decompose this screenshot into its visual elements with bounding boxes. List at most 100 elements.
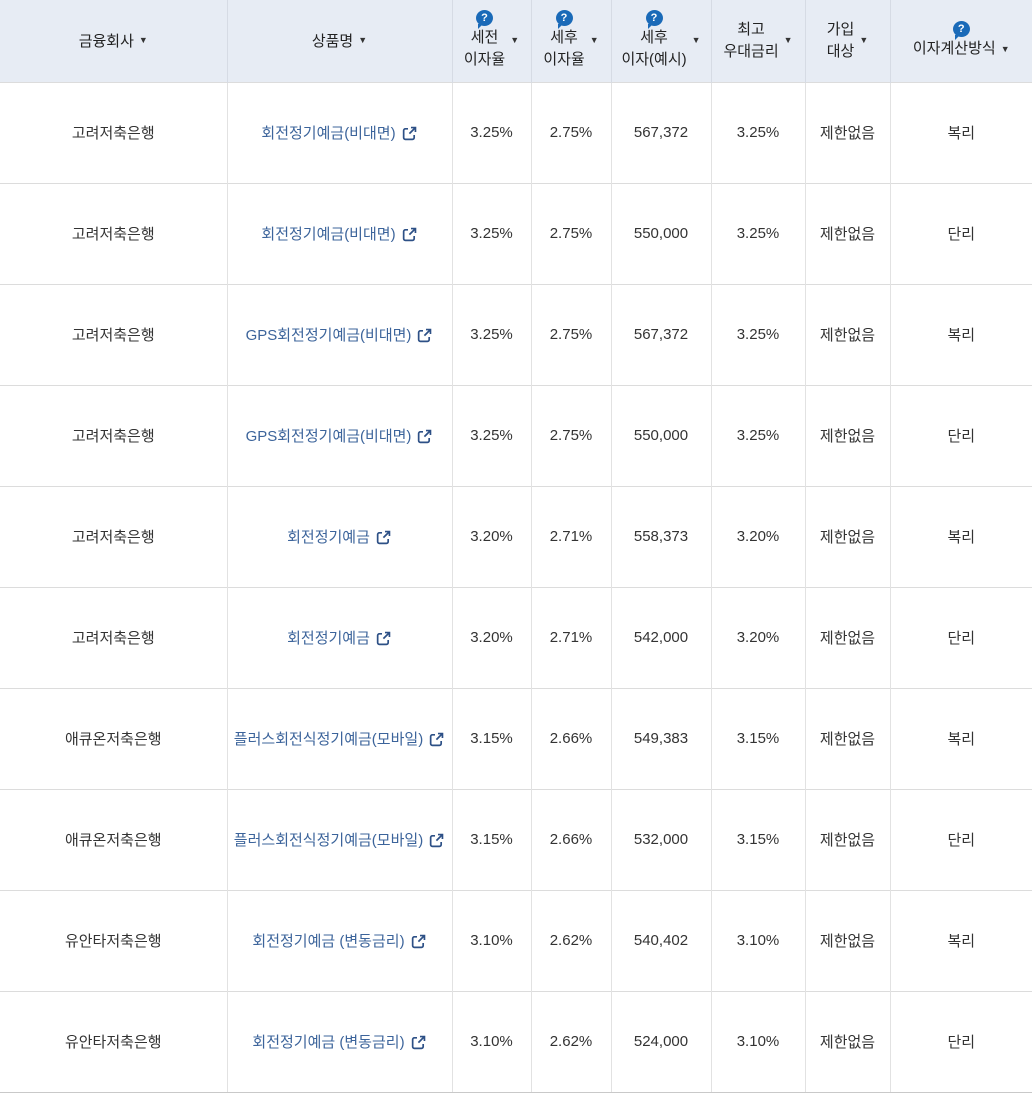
posttax-interest-cell: 550,000	[610, 384, 711, 486]
sort-down-icon[interactable]: ▼	[783, 35, 793, 46]
sort-down-icon[interactable]: ▼	[589, 35, 599, 46]
product-link-label[interactable]: 회전정기예금	[287, 529, 370, 546]
product-link-label[interactable]: 회전정기예금(비대면)	[261, 125, 396, 142]
external-link-icon[interactable]	[375, 630, 392, 647]
sort-down-icon[interactable]: ▼	[1000, 43, 1010, 54]
sort-down-icon[interactable]: ▼	[691, 35, 701, 46]
pretax-rate-cell: 3.25%	[451, 283, 531, 385]
product-link-label[interactable]: 플러스회전식정기예금(모바일)	[233, 832, 424, 849]
sort-down-icon[interactable]: ▼	[138, 35, 148, 46]
external-link-icon[interactable]	[416, 428, 433, 445]
calc-method-cell: 복리	[889, 889, 1032, 991]
col-header-max-rate[interactable]: 최고 우대금리 ▼	[710, 0, 805, 82]
posttax-rate-cell: 2.66%	[530, 788, 611, 890]
calc-method-cell: 단리	[889, 586, 1032, 688]
max-preferential-rate-cell: 3.25%	[710, 384, 805, 486]
posttax-rate-cell: 2.71%	[530, 485, 611, 587]
col-header-calc-method[interactable]: ? 이자계산방식 ▼	[889, 0, 1032, 82]
help-icon[interactable]: ?	[555, 10, 573, 30]
product-link-label[interactable]: GPS회전정기예금(비대면)	[245, 327, 412, 344]
table-row: 유안타저축은행 회전정기예금 (변동금리) 3.10% 2.62% 540,40…	[0, 889, 1032, 991]
product-link[interactable]: 회전정기예금 (변동금리)	[252, 930, 426, 951]
company-cell: 고려저축은행	[0, 182, 227, 284]
posttax-rate-cell: 2.75%	[530, 81, 611, 183]
posttax-interest-cell: 558,373	[610, 485, 711, 587]
max-preferential-rate-cell: 3.25%	[710, 283, 805, 385]
product-link[interactable]: 플러스회전식정기예금(모바일)	[234, 728, 445, 749]
table-row: 유안타저축은행 회전정기예금 (변동금리) 3.10% 2.62% 524,00…	[0, 990, 1032, 1093]
calc-method-cell: 단리	[889, 990, 1032, 1093]
calc-method-cell: 복리	[889, 485, 1032, 587]
product-link-label[interactable]: 플러스회전식정기예금(모바일)	[233, 731, 424, 748]
pretax-rate-cell: 3.20%	[451, 485, 531, 587]
col-header-product-label: 상품명	[311, 33, 354, 51]
posttax-interest-cell: 567,372	[610, 283, 711, 385]
external-link-icon[interactable]	[375, 529, 392, 546]
help-icon[interactable]: ?	[645, 10, 663, 30]
product-link[interactable]: GPS회전정기예금(비대면)	[246, 425, 434, 446]
external-link-icon[interactable]	[428, 731, 445, 748]
external-link-icon[interactable]	[410, 1034, 427, 1051]
table-row: 애큐온저축은행 플러스회전식정기예금(모바일) 3.15% 2.66% 532,…	[0, 788, 1032, 890]
help-icon[interactable]: ?	[952, 21, 970, 41]
sort-down-icon[interactable]: ▼	[358, 35, 368, 46]
col-header-pretax-rate[interactable]: ? 세전 이자율 ▼	[451, 0, 531, 82]
product-cell: 회전정기예금(비대면)	[226, 81, 452, 183]
product-link[interactable]: 회전정기예금	[287, 526, 392, 547]
sort-down-icon[interactable]: ▼	[510, 35, 520, 46]
table-header: 금융회사 ▼ 상품명 ▼ ? 세전 이자율 ▼	[0, 0, 1032, 82]
external-link-icon[interactable]	[401, 125, 418, 142]
table-row: 고려저축은행 회전정기예금 3.20% 2.71% 558,373 3.20% …	[0, 485, 1032, 587]
posttax-interest-cell: 542,000	[610, 586, 711, 688]
product-link[interactable]: 플러스회전식정기예금(모바일)	[234, 829, 445, 850]
product-link-label[interactable]: 회전정기예금 (변동금리)	[252, 1034, 405, 1051]
product-cell: 회전정기예금(비대면)	[226, 182, 452, 284]
table-row: 고려저축은행 회전정기예금 3.20% 2.71% 542,000 3.20% …	[0, 586, 1032, 688]
product-link[interactable]: GPS회전정기예금(비대면)	[246, 324, 434, 345]
col-header-posttax-rate[interactable]: ? 세후 이자율 ▼	[530, 0, 611, 82]
pretax-rate-cell: 3.10%	[451, 889, 531, 991]
target-cell: 제한없음	[804, 283, 890, 385]
col-header-posttax-line2: 이자율	[543, 51, 585, 69]
posttax-rate-cell: 2.71%	[530, 586, 611, 688]
product-link-label[interactable]: 회전정기예금	[287, 630, 370, 647]
pretax-rate-cell: 3.20%	[451, 586, 531, 688]
table-body: 고려저축은행 회전정기예금(비대면) 3.25% 2.75% 567,372 3…	[0, 81, 1032, 1093]
col-header-product[interactable]: 상품명 ▼	[226, 0, 452, 82]
table-row: 고려저축은행 GPS회전정기예금(비대면) 3.25% 2.75% 550,00…	[0, 384, 1032, 486]
col-header-interest-line1: 세후	[640, 29, 668, 47]
posttax-rate-cell: 2.75%	[530, 283, 611, 385]
product-cell: 회전정기예금 (변동금리)	[226, 990, 452, 1093]
product-link-label[interactable]: 회전정기예금 (변동금리)	[252, 933, 405, 950]
max-preferential-rate-cell: 3.25%	[710, 182, 805, 284]
external-link-icon[interactable]	[428, 832, 445, 849]
col-header-target-line1: 가입	[826, 20, 855, 38]
product-link[interactable]: 회전정기예금(비대면)	[261, 122, 417, 143]
sort-down-icon[interactable]: ▼	[859, 35, 869, 46]
table-row: 고려저축은행 회전정기예금(비대면) 3.25% 2.75% 550,000 3…	[0, 182, 1032, 284]
col-header-target[interactable]: 가입 대상 ▼	[804, 0, 890, 82]
external-link-icon[interactable]	[410, 933, 427, 950]
product-cell: 회전정기예금	[226, 586, 452, 688]
external-link-icon[interactable]	[401, 226, 418, 243]
calc-method-cell: 단리	[889, 788, 1032, 890]
company-cell: 고려저축은행	[0, 283, 227, 385]
col-header-target-line2: 대상	[826, 42, 855, 60]
posttax-rate-cell: 2.66%	[530, 687, 611, 789]
calc-method-cell: 단리	[889, 182, 1032, 284]
product-link-label[interactable]: 회전정기예금(비대면)	[261, 226, 396, 243]
col-header-interest-line2: 이자(예시)	[621, 51, 687, 69]
col-header-company[interactable]: 금융회사 ▼	[0, 0, 227, 82]
external-link-icon[interactable]	[416, 327, 433, 344]
product-link[interactable]: 회전정기예금(비대면)	[261, 223, 417, 244]
posttax-interest-cell: 567,372	[610, 81, 711, 183]
col-header-posttax-interest[interactable]: ? 세후 이자(예시) ▼	[610, 0, 711, 82]
product-link[interactable]: 회전정기예금	[287, 627, 392, 648]
target-cell: 제한없음	[804, 990, 890, 1093]
target-cell: 제한없음	[804, 788, 890, 890]
product-link-label[interactable]: GPS회전정기예금(비대면)	[245, 428, 412, 445]
product-link[interactable]: 회전정기예금 (변동금리)	[252, 1031, 426, 1052]
help-icon[interactable]: ?	[476, 10, 494, 30]
pretax-rate-cell: 3.15%	[451, 687, 531, 789]
company-cell: 애큐온저축은행	[0, 788, 227, 890]
